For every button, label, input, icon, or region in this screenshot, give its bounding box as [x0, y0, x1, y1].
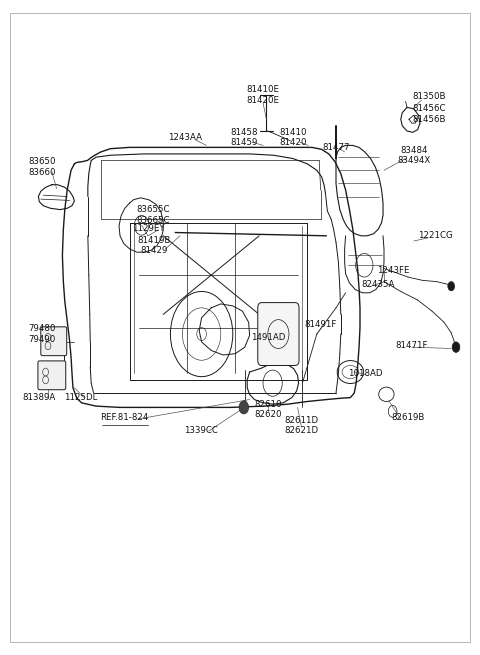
Text: 1129EY: 1129EY [132, 224, 164, 233]
Text: 82610
82620: 82610 82620 [254, 400, 282, 419]
Text: 81491F: 81491F [304, 320, 337, 329]
Text: 83655C
83665C: 83655C 83665C [136, 205, 169, 225]
Text: 82435A: 82435A [361, 280, 395, 289]
Text: 83484
83494X: 83484 83494X [397, 145, 431, 165]
Text: 1125DL: 1125DL [64, 393, 97, 402]
Text: 81350B: 81350B [413, 92, 446, 101]
FancyBboxPatch shape [258, 303, 299, 365]
Text: 82611D
82621D: 82611D 82621D [284, 416, 318, 436]
Text: 1243AA: 1243AA [168, 133, 202, 142]
FancyBboxPatch shape [41, 327, 67, 356]
Text: 81410E
81420E: 81410E 81420E [247, 85, 279, 105]
Text: 1221CG: 1221CG [419, 231, 453, 240]
Text: 82619B: 82619B [391, 413, 425, 422]
Text: 1339CC: 1339CC [184, 426, 217, 436]
FancyBboxPatch shape [38, 361, 66, 390]
Text: 83650
83660: 83650 83660 [28, 157, 56, 177]
Text: 1243FE: 1243FE [377, 266, 410, 275]
Text: 81419B
81429: 81419B 81429 [138, 236, 171, 255]
Circle shape [239, 401, 249, 414]
Text: 79480
79490: 79480 79490 [28, 324, 56, 344]
Circle shape [448, 282, 455, 291]
Text: 81471F: 81471F [396, 341, 428, 350]
Text: 81389A: 81389A [23, 393, 56, 402]
Text: 81456C
81456B: 81456C 81456B [412, 104, 445, 124]
Circle shape [452, 342, 460, 352]
Text: 81458
81459: 81458 81459 [230, 128, 258, 147]
Text: 81477: 81477 [322, 143, 350, 152]
Text: REF.81-824: REF.81-824 [101, 413, 149, 422]
Text: 81410
81420: 81410 81420 [279, 128, 307, 147]
Text: 1018AD: 1018AD [348, 369, 382, 378]
Text: 1491AD: 1491AD [251, 333, 285, 342]
